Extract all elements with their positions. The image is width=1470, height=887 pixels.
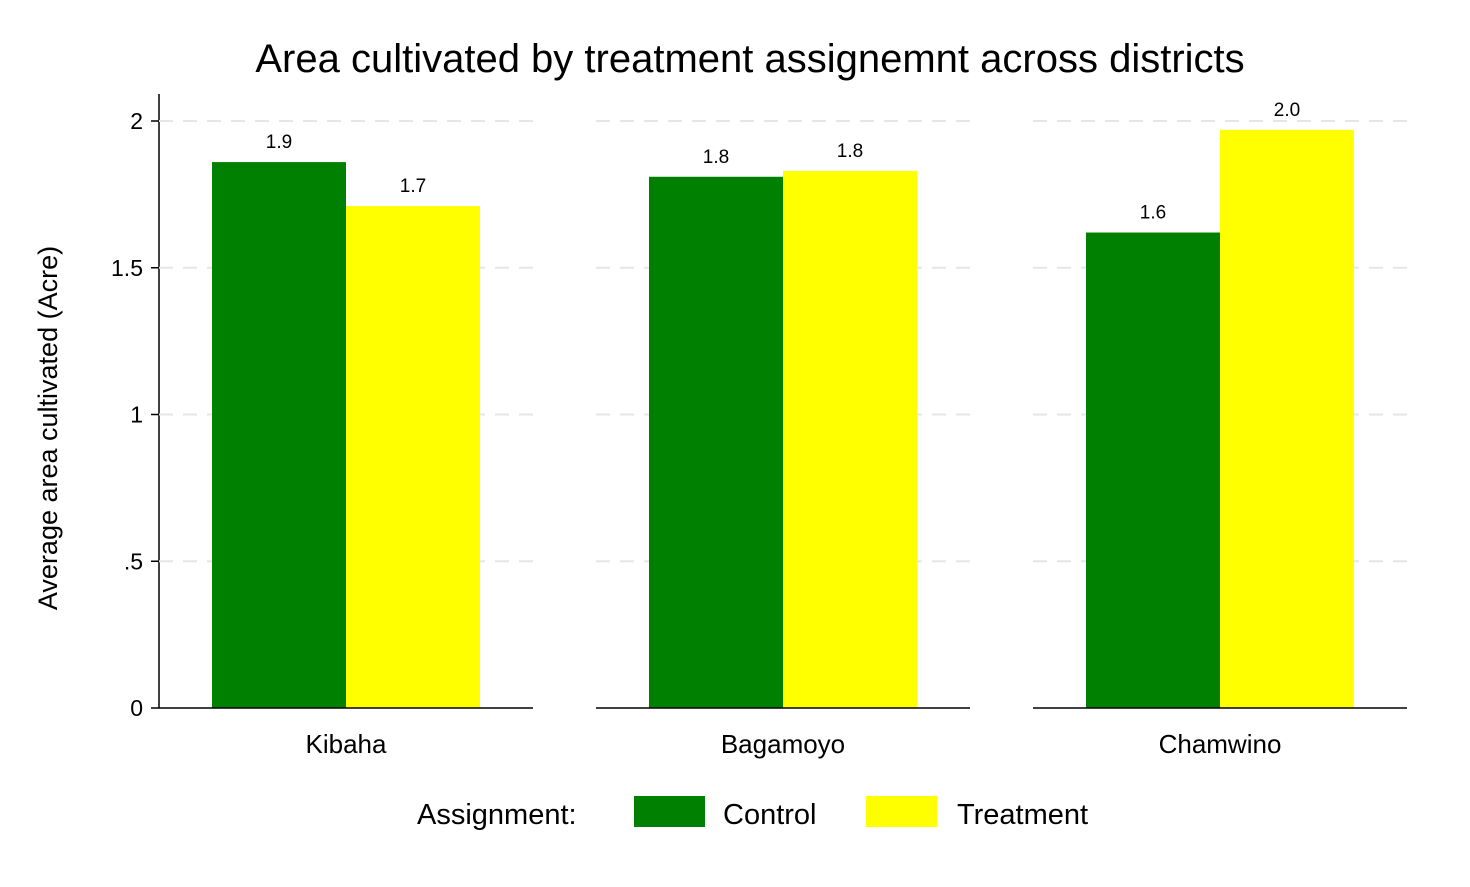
y-tick-label: 1.5: [111, 255, 143, 281]
legend-title: Assignment:: [417, 799, 577, 831]
panel-label-kibaha: Kibaha: [306, 729, 387, 759]
bar-treatment-kibaha: [346, 206, 480, 709]
legend-swatch-treatment: [866, 796, 937, 827]
panel-label-chamwino: Chamwino: [1159, 729, 1282, 759]
bar-control-chamwino: [1086, 232, 1220, 708]
legend-label-control: Control: [723, 799, 817, 831]
y-tick-label: 0: [130, 695, 143, 721]
data-label: 2.0: [1274, 100, 1300, 121]
bar-treatment-chamwino: [1220, 129, 1354, 708]
panel-label-bagamoyo: Bagamoyo: [721, 729, 845, 759]
data-label: 1.6: [1140, 203, 1166, 224]
bar-control-kibaha: [212, 162, 346, 709]
plot-area: 0 .5 1 1.5 2 1.9 1.7 Kibaha 1.8 1.8 Bagamoyo 1.6 2.0…: [111, 94, 1407, 759]
y-tick-label: 1: [130, 402, 143, 428]
data-label: 1.8: [837, 141, 863, 162]
legend: Assignment: Control Treatment: [417, 796, 1088, 831]
chart-title: Area cultivated by treatment assignemnt …: [255, 37, 1244, 81]
y-tick-label: .5: [124, 548, 143, 574]
bar-control-bagamoyo: [649, 176, 783, 708]
legend-swatch-control: [634, 796, 705, 827]
data-label: 1.7: [400, 176, 426, 197]
data-label: 1.8: [703, 147, 729, 168]
legend-label-treatment: Treatment: [957, 799, 1088, 831]
y-axis-label: Average area cultivated (Acre): [33, 246, 63, 610]
data-label: 1.9: [266, 132, 292, 153]
bar-treatment-bagamoyo: [783, 170, 917, 708]
y-tick-label: 2: [130, 108, 143, 134]
